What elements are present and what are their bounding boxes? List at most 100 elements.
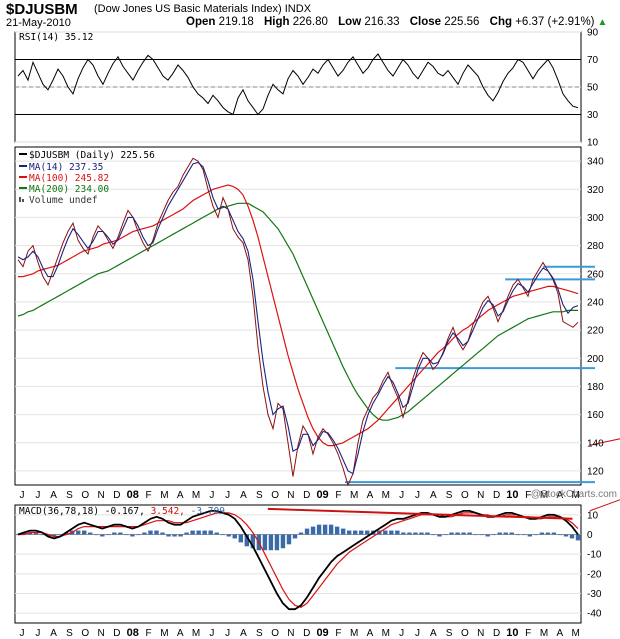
macd-histogram-bar: [178, 534, 183, 537]
macd-histogram-bar: [575, 534, 581, 541]
legend-volume: Volume undef: [29, 195, 98, 206]
x-tick-label: A: [50, 628, 57, 639]
macd-histogram-bar: [148, 530, 153, 535]
macd-histogram-bar: [449, 532, 454, 535]
macd-histogram-bar: [437, 534, 442, 537]
macd-histogram-bar: [21, 532, 27, 535]
macd-histogram-bar: [443, 534, 448, 536]
x-tick-label: S: [446, 490, 453, 501]
x-tick-label: J: [35, 490, 40, 501]
macd-histogram-bar: [527, 534, 533, 537]
macd-y-tick: -40: [587, 609, 602, 620]
macd-histogram-bar: [268, 534, 274, 551]
macd-histogram-bar: [250, 534, 256, 549]
x-tick-label: M: [572, 490, 580, 501]
macd-histogram-bar: [160, 532, 165, 535]
macd-histogram-bar: [172, 534, 177, 537]
macd-histogram-bar: [190, 530, 195, 535]
high-label: High: [263, 16, 290, 28]
x-tick-label: J: [20, 628, 25, 639]
x-tick-label: J: [209, 628, 214, 639]
x-tick-label: N: [477, 628, 484, 639]
macd-histogram-bar: [479, 534, 484, 536]
price-y-tick: 300: [587, 213, 604, 224]
macd-histogram-bar: [340, 528, 346, 535]
price-y-tick: 280: [587, 241, 604, 252]
x-tick-label: A: [557, 628, 564, 639]
macd-histogram-bar: [238, 534, 243, 543]
macd-histogram-bar: [473, 534, 478, 536]
x-tick-label: M: [350, 628, 358, 639]
price-y-tick: 260: [587, 269, 604, 280]
x-tick-label: O: [81, 628, 89, 639]
macd-y-tick: -20: [587, 569, 602, 580]
x-tick-label: 08: [127, 489, 139, 501]
index-fullname: (Dow Jones US Basic Materials Index): [94, 3, 282, 15]
x-tick-label: M: [160, 628, 168, 639]
macd-histogram-bar: [310, 526, 316, 535]
macd-histogram-bar: [142, 532, 147, 535]
price-panel: 340 320 300 280 260 240 220 200 180 160 140 120 $DJ…: [14, 146, 620, 512]
macd-histogram-bar: [521, 534, 527, 536]
x-tick-label: M: [192, 628, 200, 639]
x-tick-label: D: [303, 628, 310, 639]
macd-histogram-bar: [353, 530, 358, 535]
x-tick-label: 09: [316, 627, 328, 639]
x-tick-label: S: [256, 490, 263, 501]
x-tick-label: M: [540, 490, 548, 501]
macd-trendline: [267, 507, 573, 520]
macd-histogram: [15, 524, 581, 551]
price-grid: [15, 160, 581, 472]
macd-histogram-bar: [100, 534, 105, 537]
chg-value: +6.37 (+2.91%): [515, 16, 595, 28]
chg-label: Chg: [489, 16, 513, 28]
macd-histogram-bar: [262, 534, 268, 551]
x-tick-label: 10: [506, 489, 518, 501]
macd-y-ticks: 10 0 -10 -20 -30 -40: [587, 510, 602, 619]
price-y-tick: 160: [587, 410, 604, 421]
x-tick-label: M: [540, 628, 548, 639]
price-y-tick: 200: [587, 354, 604, 365]
macd-histogram-bar: [491, 534, 496, 536]
rsi-grid: [15, 31, 581, 143]
macd-histogram-bar: [503, 532, 508, 535]
macd-y-tick: 10: [587, 510, 599, 521]
rsi-panel: 90 70 50 30 10 RSI(14) 35.12: [14, 28, 599, 149]
macd-panel: 10 0 -10 -20 -30 -40 MACD(36,78,18) -0.167, 3…: [14, 504, 602, 624]
macd-histogram-bar: [82, 530, 87, 535]
x-tick-label: J: [415, 490, 420, 501]
price-trendline: [589, 499, 620, 512]
high-value: 226.80: [292, 16, 328, 28]
price-y-tick: 340: [587, 157, 604, 168]
macd-histogram-bar: [455, 532, 460, 535]
macd-histogram-bar: [497, 532, 502, 535]
macd-histogram-bar: [515, 534, 520, 536]
legend-price: $DJUSBM (Daily) 225.56: [29, 150, 155, 161]
rsi-y-tick: 30: [587, 110, 599, 121]
macd-grid: [15, 514, 581, 614]
macd-histogram-bar: [563, 534, 569, 537]
macd-histogram-bar: [533, 534, 539, 536]
macd-histogram-bar: [244, 534, 250, 547]
x-tick-label: D: [113, 628, 120, 639]
price-legend: $DJUSBM (Daily) 225.56 MA(14) 237.35 MA(…: [19, 150, 155, 206]
macd-histogram-bar: [280, 534, 286, 549]
x-tick-label: A: [430, 490, 437, 501]
x-tick-label: S: [446, 628, 453, 639]
rsi-legend: RSI(14) 35.12: [19, 32, 93, 43]
macd-histogram-bar: [304, 528, 310, 535]
x-tick-label: A: [430, 628, 437, 639]
x-tick-label: F: [335, 628, 341, 639]
x-tick-label: A: [177, 490, 184, 501]
x-tick-label: M: [572, 628, 580, 639]
ohlc-summary: Open 219.18 High 226.80 Low 216.33 Close…: [186, 16, 607, 28]
index-name: (Dow Jones US Basic Materials Index) IND…: [94, 3, 311, 15]
open-label: Open: [186, 16, 216, 28]
x-tick-label: F: [525, 628, 531, 639]
macd-legend-c: -3.709: [191, 506, 226, 517]
price-trendlines: [589, 438, 620, 512]
macd-trendline-line: [267, 507, 573, 520]
x-tick-label: F: [525, 490, 531, 501]
up-arrow-icon: ▲: [597, 17, 608, 28]
